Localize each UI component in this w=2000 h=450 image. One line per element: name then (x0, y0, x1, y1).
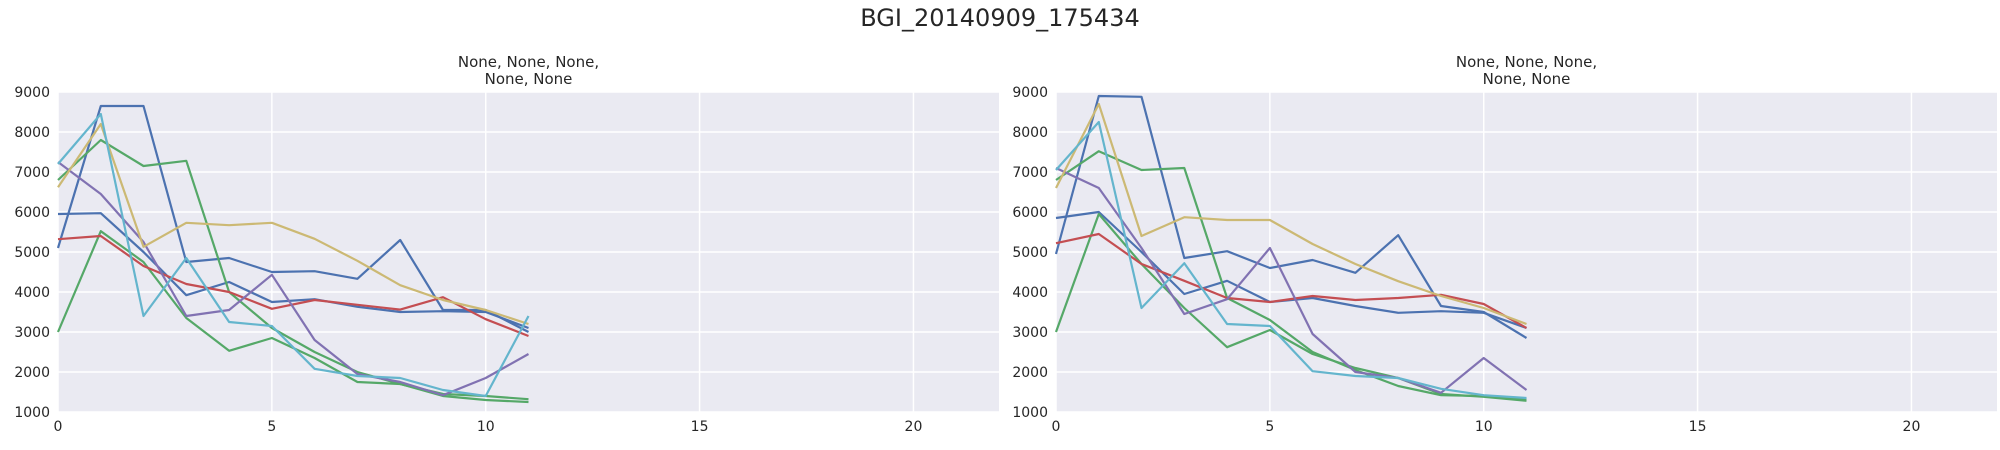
y-tick-label: 2000 (14, 365, 50, 381)
x-tick-label: 10 (1475, 419, 1493, 435)
x-tick-label: 10 (477, 419, 495, 435)
subplot-title-line: None, None (485, 70, 573, 88)
y-tick-label: 8000 (14, 125, 50, 141)
series-line-8 (57, 112, 530, 398)
series-line-6 (1055, 167, 1528, 394)
y-tick-label: 5000 (1012, 245, 1048, 261)
series-line-7 (1055, 102, 1527, 326)
subplot-title-line: None, None (1483, 70, 1571, 88)
x-tick-label: 15 (1689, 419, 1707, 435)
y-tick-label: 8000 (1012, 125, 1048, 141)
y-tick-label: 7000 (1012, 165, 1048, 181)
subplot-title-line: None, None, None, (458, 53, 599, 71)
series-line-7 (57, 122, 529, 326)
y-tick-label: 3000 (14, 325, 50, 341)
subplot-title-line: None, None, None, (1456, 53, 1597, 71)
y-tick-label: 7000 (14, 165, 50, 181)
series-line-4 (1054, 212, 1527, 402)
x-tick-label: 5 (1265, 419, 1274, 435)
series-line-6 (57, 161, 530, 397)
x-tick-label: 20 (905, 419, 923, 435)
x-tick-label: 0 (1052, 419, 1061, 435)
figure-title: BGI_20140909_175434 (860, 4, 1140, 32)
series-line-3 (57, 138, 529, 401)
chart-panel-1: 0 5 10 15 20 1000 2000 3000 4000 5000 6000 7000 8000… (14, 53, 999, 435)
y-tick-label: 1000 (1012, 405, 1048, 421)
series-line-1 (1054, 94, 1528, 339)
x-tick-label: 20 (1903, 419, 1921, 435)
y-tick-label: 9000 (1012, 85, 1048, 101)
y-tick-label: 1000 (14, 405, 50, 421)
y-tick-label: 5000 (14, 245, 50, 261)
series-line-8 (1055, 120, 1527, 400)
chart-panel-2: 0 5 10 15 20 1000 2000 3000 4000 5000 6000 7000 8000… (1012, 53, 1997, 435)
series-line-5 (1055, 232, 1528, 329)
y-tick-label: 4000 (1012, 285, 1048, 301)
x-tick-label: 5 (267, 419, 276, 435)
y-tick-label: 4000 (14, 285, 50, 301)
x-tick-label: 0 (54, 419, 63, 435)
series-line-2 (57, 212, 529, 330)
y-tick-label: 2000 (1012, 365, 1048, 381)
y-tick-label: 6000 (14, 205, 50, 221)
series-line-1 (56, 104, 530, 333)
y-tick-label: 3000 (1012, 325, 1048, 341)
y-tick-label: 9000 (14, 85, 50, 101)
y-tick-label: 6000 (1012, 205, 1048, 221)
x-tick-label: 15 (691, 419, 709, 435)
